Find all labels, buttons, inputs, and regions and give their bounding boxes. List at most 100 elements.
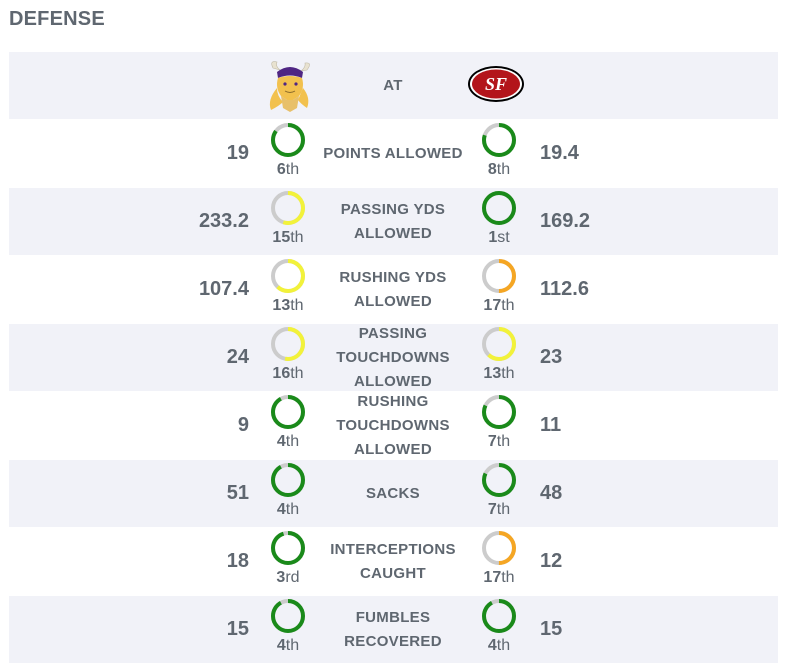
rank-label: 16th (263, 365, 313, 383)
away-stat-value: 9 (237, 414, 249, 436)
rank-label: 4th (263, 433, 313, 451)
rank-ring-icon (482, 327, 516, 361)
rank-number: 13 (272, 297, 291, 314)
away-rank: 15th (263, 188, 313, 255)
rank-ring-icon (482, 463, 516, 497)
rank-label: 13th (474, 365, 524, 383)
rank-ring-fill (482, 531, 516, 565)
defense-stats-table: AT SF 19 6th POINTS ALLOWED 8th 19.4 233.2 15t… (9, 51, 778, 663)
rank-ring-icon (271, 395, 305, 429)
rank-number: 4 (276, 637, 286, 654)
rank-suffix: th (290, 229, 304, 246)
rank-ring-fill (271, 259, 305, 293)
rank-ring-icon (482, 531, 516, 565)
rank-ring-fill (482, 191, 516, 225)
rank-ring-icon (271, 327, 305, 361)
rank-label: 15th (263, 229, 313, 247)
rank-ring-fill (271, 599, 305, 633)
rank-ring-fill (271, 327, 305, 361)
stat-label-line: ALLOWED (354, 224, 432, 242)
rank-suffix: th (285, 161, 300, 178)
away-rank: 4th (263, 596, 313, 663)
stat-label-line: INTERCEPTIONS (330, 540, 456, 558)
stat-label-line: ALLOWED (354, 372, 432, 390)
away-stat-value: 15 (226, 618, 249, 640)
rank-label: 6th (263, 161, 313, 179)
home-rank: 7th (474, 460, 524, 527)
svg-text:SF: SF (485, 74, 507, 94)
49ers-logo-icon[interactable]: SF (467, 64, 525, 109)
rank-number: 8 (487, 161, 497, 178)
home-stat-value: 19.4 (540, 142, 579, 164)
rank-ring-icon (271, 191, 305, 225)
rank-label: 1st (474, 229, 524, 247)
rank-label: 13th (263, 297, 313, 315)
home-rank: 4th (474, 596, 524, 663)
rank-number: 13 (483, 365, 502, 382)
rank-suffix: th (501, 297, 515, 314)
away-rank: 4th (263, 460, 313, 527)
home-stat-value: 23 (540, 346, 563, 368)
rank-suffix: st (497, 229, 510, 246)
rank-number: 7 (487, 501, 497, 518)
away-rank: 16th (263, 324, 313, 391)
rank-label: 8th (474, 161, 524, 179)
stat-row: 107.4 13th RUSHING YDS ALLOWED 17th 112.6 (9, 255, 778, 323)
rank-ring-icon (482, 123, 516, 157)
stat-label: SACKS (322, 460, 464, 527)
rank-ring-fill (482, 327, 516, 361)
stat-label-line: SACKS (365, 484, 420, 502)
rank-ring-fill (271, 395, 305, 429)
rank-suffix: th (501, 569, 515, 586)
away-rank: 3rd (263, 528, 313, 595)
stat-row: 15 4th FUMBLES RECOVERED 4th 15 (9, 595, 778, 663)
stat-label-line: POINTS ALLOWED (323, 144, 463, 162)
rank-label: 17th (474, 297, 524, 315)
rank-suffix: th (501, 365, 515, 382)
stat-label-line: PASSING YDS (340, 200, 446, 218)
rank-suffix: th (496, 501, 511, 518)
home-stat-value: 112.6 (540, 278, 589, 300)
rank-ring-fill (482, 123, 516, 157)
away-stat-value: 51 (226, 482, 249, 504)
rank-suffix: th (285, 501, 300, 518)
rank-number: 4 (276, 433, 286, 450)
section-title: DEFENSE (9, 8, 105, 30)
stat-row: 51 4th SACKS 7th 48 (9, 459, 778, 527)
stat-label: RUSHING YDS ALLOWED (322, 256, 464, 323)
rank-suffix: th (496, 637, 511, 654)
vikings-logo-icon[interactable] (263, 58, 317, 119)
stat-label-line: FUMBLES (355, 608, 431, 626)
rank-ring-fill (482, 395, 516, 429)
rank-number: 4 (487, 637, 497, 654)
home-rank: 8th (474, 120, 524, 187)
stat-row: 19 6th POINTS ALLOWED 8th 19.4 (9, 119, 778, 187)
rank-label: 4th (474, 637, 524, 655)
stat-label-line: ALLOWED (354, 440, 432, 458)
away-rank: 4th (263, 392, 313, 459)
rank-ring-icon (271, 531, 305, 565)
rank-number: 7 (487, 433, 497, 450)
stat-label: POINTS ALLOWED (322, 120, 464, 187)
home-rank: 13th (474, 324, 524, 391)
rank-suffix: th (496, 161, 511, 178)
rank-number: 3 (276, 569, 286, 586)
stat-label: RUSHING TOUCHDOWNS ALLOWED (322, 392, 464, 459)
rank-ring-icon (482, 191, 516, 225)
away-stat-value: 107.4 (198, 278, 249, 300)
stat-label-line: RECOVERED (344, 632, 442, 650)
stat-row: 233.2 15th PASSING YDS ALLOWED 1st 169.2 (9, 187, 778, 255)
stat-label-line: CAUGHT (360, 564, 426, 582)
at-label: AT (383, 76, 403, 94)
home-rank: 1st (474, 188, 524, 255)
rank-ring-fill (271, 531, 305, 565)
home-stat-value: 11 (540, 414, 562, 436)
home-rank: 17th (474, 256, 524, 323)
rank-ring-fill (271, 123, 305, 157)
rank-ring-fill (482, 259, 516, 293)
away-rank: 13th (263, 256, 313, 323)
rank-label: 7th (474, 433, 524, 451)
stat-row: 24 16th PASSING TOUCHDOWNS ALLOWED 13th 23 (9, 323, 778, 391)
stat-label: FUMBLES RECOVERED (322, 596, 464, 663)
rank-ring-icon (271, 599, 305, 633)
